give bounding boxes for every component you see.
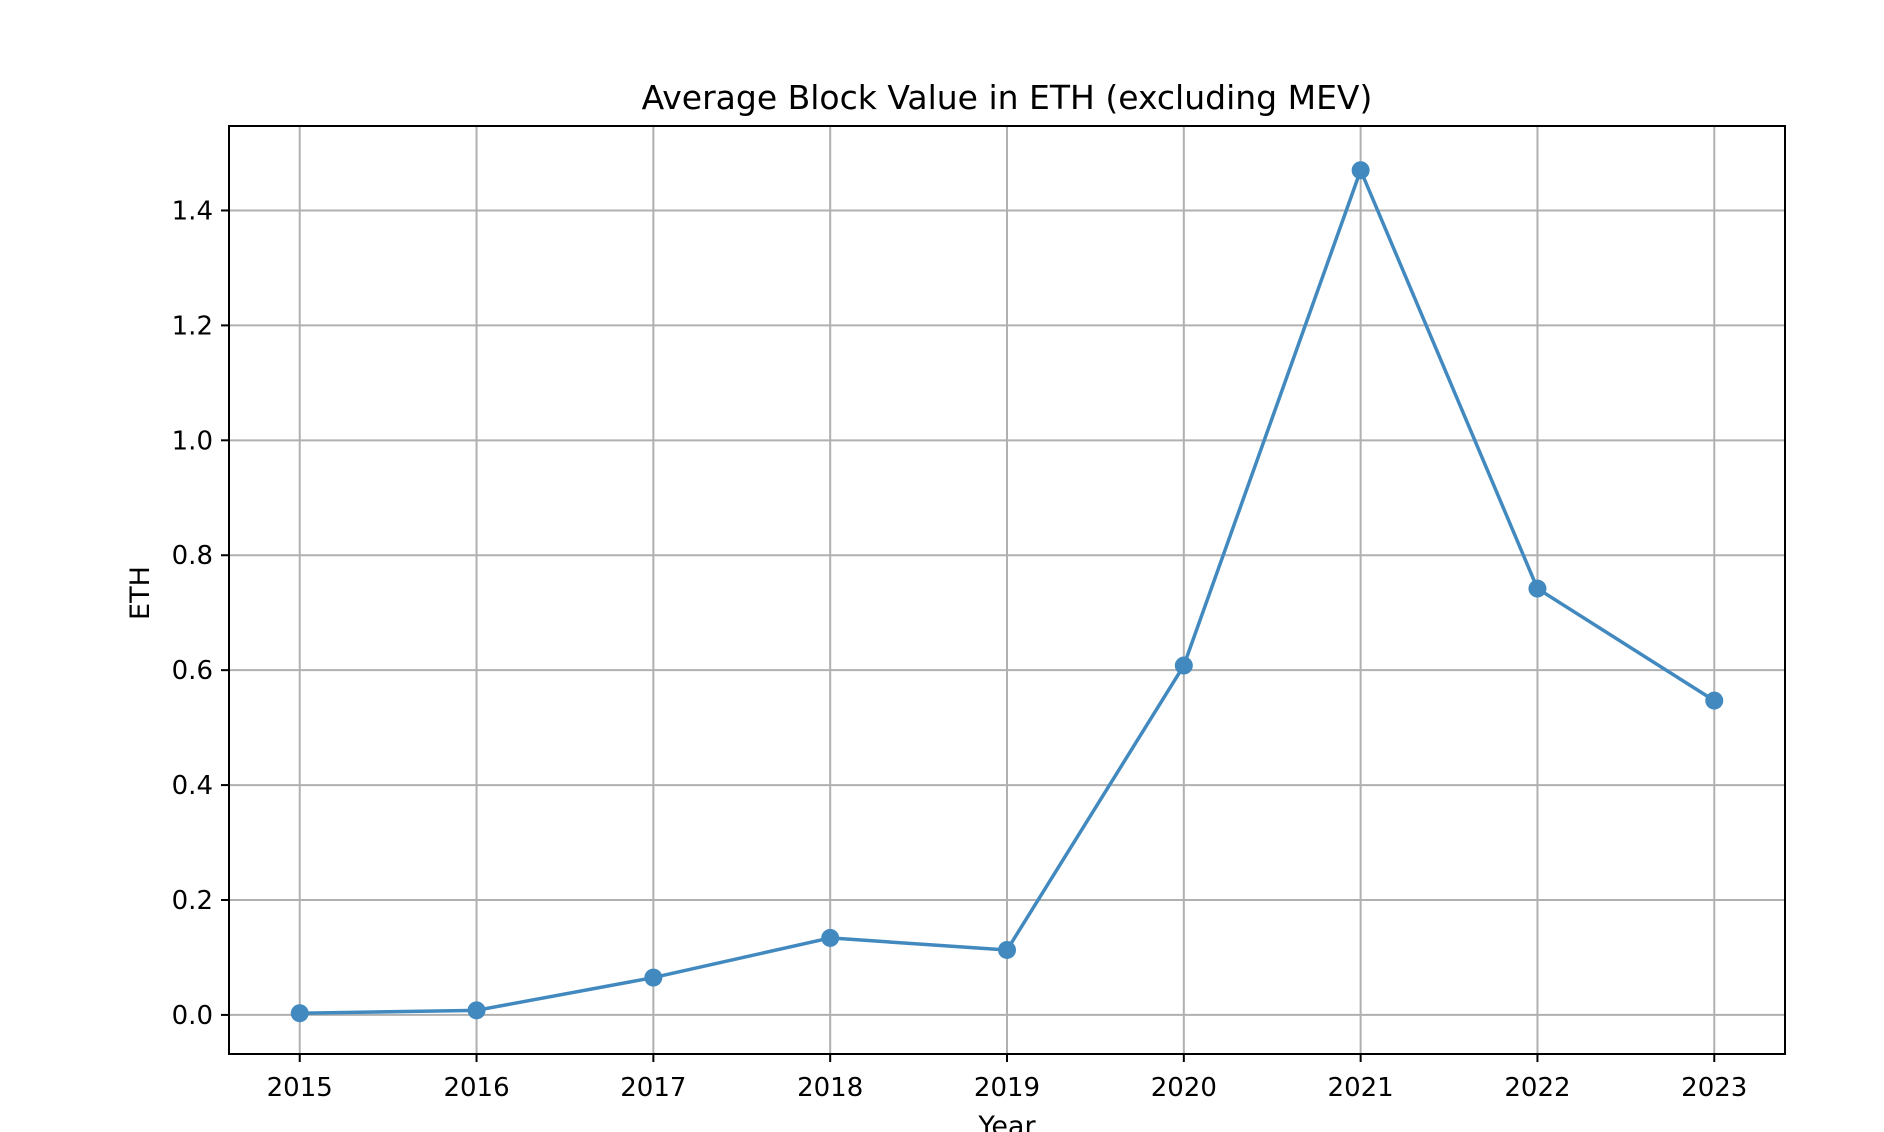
y-tick-label: 1.4 — [172, 196, 213, 226]
data-point — [1174, 656, 1193, 675]
x-tick-label: 2023 — [1681, 1073, 1747, 1103]
x-tick-label: 2016 — [443, 1073, 509, 1103]
y-tick-label: 0.0 — [172, 1001, 213, 1031]
x-tick-label: 2022 — [1504, 1073, 1570, 1103]
data-point — [290, 1004, 309, 1023]
x-tick-label: 2015 — [267, 1073, 333, 1103]
data-point — [467, 1001, 486, 1020]
data-point — [821, 928, 840, 947]
y-tick-label: 1.2 — [172, 311, 213, 341]
y-tick-label: 0.8 — [172, 541, 213, 571]
series-layer — [290, 161, 1724, 1023]
plot-frame — [228, 125, 1786, 1055]
chart-title: Average Block Value in ETH (excluding ME… — [642, 78, 1373, 117]
y-tick-label: 0.6 — [172, 656, 213, 686]
x-tick-label: 2018 — [797, 1073, 863, 1103]
x-tick-label: 2017 — [620, 1073, 686, 1103]
x-tick-label: 2020 — [1151, 1073, 1217, 1103]
y-axis-label: ETH — [125, 566, 156, 620]
y-tick-label: 0.2 — [172, 886, 213, 916]
axis-ticks: 2015 2016 2017 2018 2019 2020 2021 2022 2023 0.0 0… — [172, 196, 1748, 1103]
data-point — [1351, 161, 1370, 180]
x-tick-label: 2019 — [974, 1073, 1040, 1103]
x-axis-label: Year — [977, 1111, 1036, 1132]
x-tick-label: 2021 — [1328, 1073, 1394, 1103]
data-point — [998, 940, 1016, 959]
data-point — [1528, 579, 1547, 598]
data-point — [1705, 691, 1724, 710]
y-tick-label: 0.4 — [172, 771, 213, 801]
data-point — [644, 968, 663, 987]
grid — [229, 126, 1785, 1054]
y-tick-label: 1.0 — [172, 426, 213, 456]
